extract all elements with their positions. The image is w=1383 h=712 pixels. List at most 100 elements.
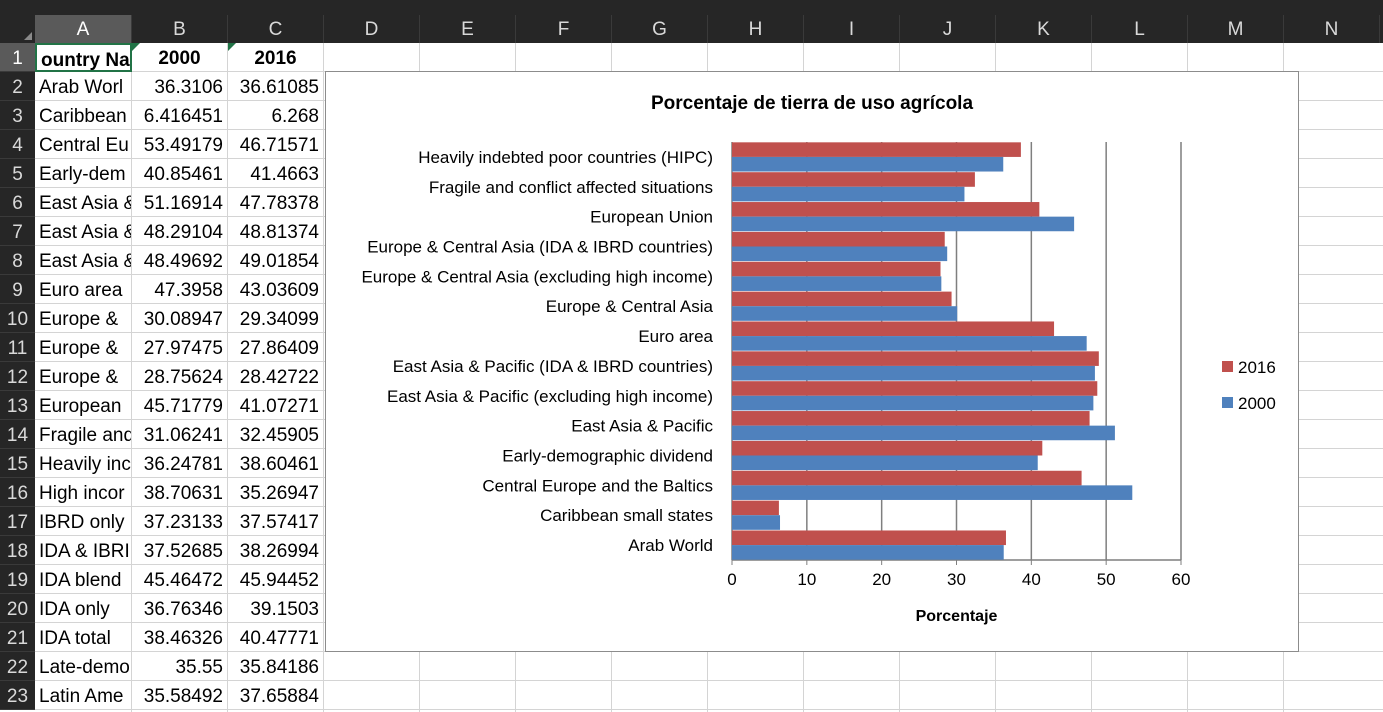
cell-value-2016[interactable]: 37.57417 [228,507,324,536]
cell-value-2016[interactable]: 47.78378 [228,188,324,217]
row-header-5[interactable]: 5 [0,159,35,188]
cell-value-2000[interactable]: 36.24781 [132,449,228,478]
cell-value-2000[interactable]: 38.70631 [132,478,228,507]
cell-value-2016[interactable]: 46.71571 [228,130,324,159]
row-header-11[interactable]: 11 [0,333,35,362]
cell-value-2016[interactable]: 32.45905 [228,420,324,449]
column-header-h[interactable]: H [708,15,804,43]
cell-country-name[interactable]: IDA blend [35,565,132,594]
cell-value-2000[interactable]: 35.55 [132,652,228,681]
cell-country-name[interactable]: Early-dem [35,159,132,188]
select-all-corner[interactable] [0,15,36,43]
cell-value-2016[interactable]: 45.94452 [228,565,324,594]
row-header-21[interactable]: 21 [0,623,35,652]
cell-country-name[interactable]: Europe & [35,333,132,362]
row-header-10[interactable]: 10 [0,304,35,333]
cell-value-2016[interactable]: 43.03609 [228,275,324,304]
row-header-2[interactable]: 2 [0,72,35,101]
cell-country-name[interactable]: IDA total [35,623,132,652]
row-header-19[interactable]: 19 [0,565,35,594]
cell-value-2000[interactable]: 51.16914 [132,188,228,217]
row-header-23[interactable]: 23 [0,681,35,710]
cell-value-2000[interactable]: 31.06241 [132,420,228,449]
column-header-n[interactable]: N [1284,15,1380,43]
column-header-g[interactable]: G [612,15,708,43]
cell-country-name[interactable]: East Asia & [35,246,132,275]
cell-value-2016[interactable]: 41.4663 [228,159,324,188]
cell-value-2000[interactable]: 48.29104 [132,217,228,246]
cell-value-2000[interactable]: 37.52685 [132,536,228,565]
cell-value-2016[interactable]: 38.60461 [228,449,324,478]
column-header-a[interactable]: A [35,15,132,43]
cell-country-name[interactable]: East Asia & [35,217,132,246]
column-header-i[interactable]: I [804,15,900,43]
cell-country-name[interactable]: Arab Worl [35,72,132,101]
cell-value-2000[interactable]: 40.85461 [132,159,228,188]
row-header-7[interactable]: 7 [0,217,35,246]
cell-country-name[interactable]: IDA & IBRI [35,536,132,565]
cell-country-name[interactable]: High incor [35,478,132,507]
cell-value-2000[interactable]: 38.46326 [132,623,228,652]
cell-value-2000[interactable]: 45.71779 [132,391,228,420]
cell-value-2000[interactable]: 53.49179 [132,130,228,159]
row-header-16[interactable]: 16 [0,478,35,507]
cell-country-name[interactable]: Heavily inc [35,449,132,478]
cell-country-name[interactable]: European [35,391,132,420]
column-header-c[interactable]: C [228,15,324,43]
cell-value-2016[interactable]: 28.42722 [228,362,324,391]
cell-value-2016[interactable]: 39.1503 [228,594,324,623]
cell-value-2016[interactable]: 6.268 [228,101,324,130]
cell-value-2000[interactable]: 27.97475 [132,333,228,362]
column-header-j[interactable]: J [900,15,996,43]
cell-value-2016[interactable]: 38.26994 [228,536,324,565]
cell-country-name[interactable]: Caribbean [35,101,132,130]
cell-country-name[interactable]: Europe & [35,362,132,391]
cell-a1-header[interactable]: ountry Nan [35,43,132,72]
cell-value-2016[interactable]: 36.61085 [228,72,324,101]
row-header-13[interactable]: 13 [0,391,35,420]
chart-object[interactable]: Porcentaje de tierra de uso agrícola 0 10 2… [325,71,1299,652]
cell-country-name[interactable]: Late-demo [35,652,132,681]
cell-value-2000[interactable]: 45.46472 [132,565,228,594]
cell-value-2016[interactable]: 27.86409 [228,333,324,362]
row-header-8[interactable]: 8 [0,246,35,275]
cell-country-name[interactable]: East Asia & [35,188,132,217]
cell-value-2016[interactable]: 40.47771 [228,623,324,652]
cell-value-2016[interactable]: 48.81374 [228,217,324,246]
column-header-e[interactable]: E [420,15,516,43]
row-header-18[interactable]: 18 [0,536,35,565]
cell-value-2016[interactable]: 37.65884 [228,681,324,710]
cell-value-2000[interactable]: 36.76346 [132,594,228,623]
cell-value-2000[interactable]: 48.49692 [132,246,228,275]
cell-value-2016[interactable]: 29.34099 [228,304,324,333]
row-header-15[interactable]: 15 [0,449,35,478]
row-header-6[interactable]: 6 [0,188,35,217]
cell-country-name[interactable]: Euro area [35,275,132,304]
cell-b1-header[interactable]: 2000 [132,43,228,72]
column-header-l[interactable]: L [1092,15,1188,43]
cell-country-name[interactable]: Central Eu [35,130,132,159]
cell-value-2000[interactable]: 37.23133 [132,507,228,536]
cell-value-2000[interactable]: 28.75624 [132,362,228,391]
cell-country-name[interactable]: Latin Ame [35,681,132,710]
cell-value-2000[interactable]: 30.08947 [132,304,228,333]
cell-country-name[interactable]: Europe & [35,304,132,333]
column-header-d[interactable]: D [324,15,420,43]
row-header-22[interactable]: 22 [0,652,35,681]
row-header-9[interactable]: 9 [0,275,35,304]
cell-value-2016[interactable]: 35.84186 [228,652,324,681]
cell-country-name[interactable]: IDA only [35,594,132,623]
row-header-14[interactable]: 14 [0,420,35,449]
row-header-12[interactable]: 12 [0,362,35,391]
cell-value-2016[interactable]: 49.01854 [228,246,324,275]
cell-value-2016[interactable]: 35.26947 [228,478,324,507]
cell-value-2000[interactable]: 6.416451 [132,101,228,130]
cell-value-2016[interactable]: 41.07271 [228,391,324,420]
cell-country-name[interactable]: Fragile and [35,420,132,449]
column-header-b[interactable]: B [132,15,228,43]
cell-value-2000[interactable]: 35.58492 [132,681,228,710]
row-header-1[interactable]: 1 [0,43,35,72]
row-header-17[interactable]: 17 [0,507,35,536]
cell-value-2000[interactable]: 47.3958 [132,275,228,304]
cell-value-2000[interactable]: 36.3106 [132,72,228,101]
